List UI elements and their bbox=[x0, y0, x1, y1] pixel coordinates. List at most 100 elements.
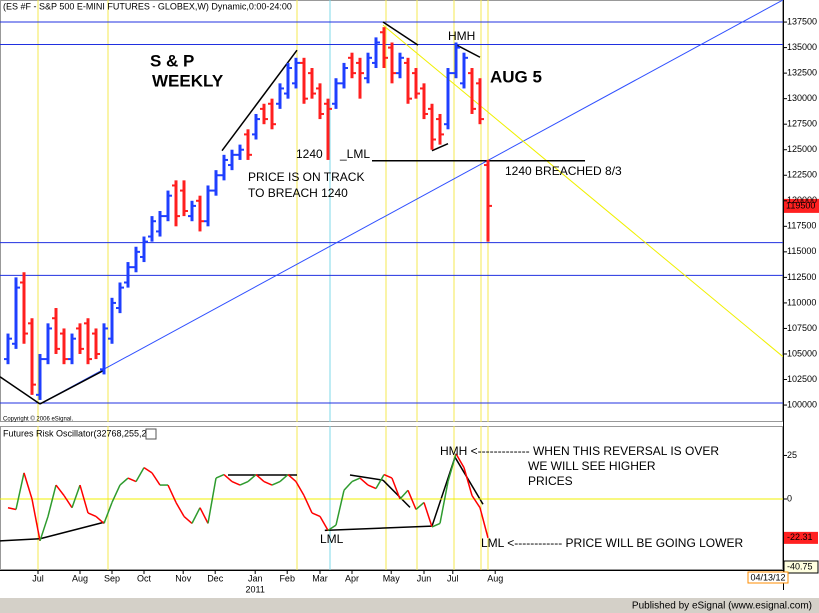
annotation: 1240 BREACHED 8/3 bbox=[505, 164, 622, 178]
oscillator-segment bbox=[151, 472, 161, 486]
y-tick-label: 107500 bbox=[787, 323, 817, 333]
price-plot bbox=[0, 0, 783, 422]
oscillator-segment bbox=[399, 489, 409, 500]
price-panel bbox=[0, 0, 783, 422]
oscillator-segment bbox=[111, 484, 121, 503]
oscillator-segment bbox=[7, 506, 17, 511]
oscillator-segment bbox=[135, 467, 145, 482]
trend-line bbox=[454, 456, 484, 505]
oscillator-segment bbox=[119, 477, 129, 486]
oscillator-segment bbox=[215, 473, 225, 479]
x-tick-label: Dec bbox=[207, 573, 224, 583]
y-tick-label: 137500 bbox=[787, 16, 817, 26]
y-tick-label: 110000 bbox=[787, 297, 816, 307]
y-tick-label: 135000 bbox=[787, 42, 817, 52]
oscillator-segment bbox=[351, 477, 361, 483]
oscillator-segment bbox=[207, 477, 217, 524]
oscillator-segment bbox=[391, 477, 401, 500]
oscillator-panel bbox=[0, 426, 783, 570]
oscillator-segment bbox=[471, 495, 481, 509]
x-tick-label: Nov bbox=[175, 573, 192, 583]
oscillator-segment bbox=[439, 481, 449, 524]
annotation: 1240 bbox=[296, 147, 323, 161]
x-tick-label: Jan bbox=[248, 573, 263, 583]
trend-line bbox=[221, 49, 298, 152]
trend-line bbox=[349, 474, 384, 481]
x-tick-label: Oct bbox=[137, 573, 152, 583]
annotation: _LML bbox=[339, 147, 370, 161]
oscillator-segment bbox=[71, 484, 81, 508]
oscillator-segment bbox=[39, 516, 49, 542]
trend-line bbox=[382, 479, 411, 508]
y-tick-label: 130000 bbox=[787, 93, 817, 103]
footer: Published by eSignal (www.esignal.com) bbox=[632, 601, 812, 612]
oscillator-segment bbox=[367, 484, 377, 490]
chart-title: (ES #F - S&P 500 E-MINI FUTURES - GLOBEX… bbox=[3, 1, 292, 11]
copyright: Copyright © 2006 eSignal. bbox=[3, 416, 73, 423]
y-tick-label: 102500 bbox=[787, 374, 817, 384]
trend-line bbox=[0, 537, 41, 542]
x-tick-label: Apr bbox=[345, 573, 359, 583]
year-label: 2011 bbox=[246, 584, 265, 594]
trend-line bbox=[431, 142, 449, 152]
footer-bar bbox=[0, 598, 819, 613]
x-tick-label: Feb bbox=[279, 573, 295, 583]
oscillator-plot bbox=[0, 426, 783, 570]
oscillator-segment bbox=[447, 453, 457, 482]
y-tick-box bbox=[783, 560, 819, 574]
oscillator-segment bbox=[407, 490, 417, 510]
oscillator-segment bbox=[167, 484, 177, 503]
oscillator-segment bbox=[191, 507, 201, 524]
trend-line bbox=[324, 525, 433, 532]
oscillator-title: Futures Risk Oscillator(32768,255,2) bbox=[3, 428, 150, 438]
trend-line bbox=[0, 376, 41, 405]
oscillator-segment bbox=[383, 473, 393, 479]
last-price-label: 119500 bbox=[786, 200, 815, 210]
y-tick-label: 100000 bbox=[787, 399, 817, 409]
y-tick-label: 115000 bbox=[787, 246, 816, 256]
oscillator-segment bbox=[455, 453, 465, 469]
oscillator-segment bbox=[143, 467, 153, 474]
trend-line bbox=[39, 521, 106, 540]
oscillator-segment bbox=[303, 495, 313, 514]
axis-area: 119500 bbox=[784, 198, 819, 213]
annotation: PRICES bbox=[528, 474, 573, 488]
oscillator-segment bbox=[31, 498, 41, 541]
oscillator-segment bbox=[239, 480, 249, 486]
oscillator-segment bbox=[415, 501, 425, 511]
y-tick-label: 25 bbox=[787, 450, 797, 460]
oscillator-segment bbox=[271, 480, 281, 486]
y-tick-label: 132500 bbox=[787, 67, 817, 77]
y-tick-label: -40.75 bbox=[787, 561, 813, 571]
date-label: 04/13/12 bbox=[750, 572, 785, 582]
annotation: PRICE IS ON TRACK bbox=[248, 170, 364, 184]
annotation: S & P bbox=[150, 51, 194, 70]
annotation: HMH bbox=[448, 29, 475, 43]
oscillator-segment bbox=[463, 467, 473, 496]
oscillator-segment bbox=[63, 495, 73, 509]
annotation: LML bbox=[320, 532, 344, 546]
annotation: LML <------------ PRICE WILL BE GOING LO… bbox=[481, 536, 743, 550]
panel-button bbox=[145, 428, 157, 440]
oscillator-segment bbox=[295, 481, 305, 496]
oscillator-segment bbox=[343, 481, 353, 491]
trend-line bbox=[382, 21, 419, 46]
trend-line bbox=[39, 369, 106, 405]
oscillator-segment bbox=[103, 502, 113, 524]
oscillator-segment bbox=[263, 480, 273, 486]
oscillator-segment bbox=[87, 512, 97, 518]
y-tick-label: 122500 bbox=[787, 170, 817, 180]
y-tick-label: 127500 bbox=[787, 119, 817, 129]
y-tick-label: 120000 bbox=[787, 195, 817, 205]
oscillator-segment bbox=[95, 515, 105, 524]
y-tick-label: 105000 bbox=[787, 348, 817, 358]
oscillator-segment bbox=[23, 472, 33, 500]
last-price-box bbox=[784, 198, 819, 213]
trend-line bbox=[39, 0, 783, 405]
oscillator-segment bbox=[279, 474, 289, 483]
oscillator-segment bbox=[359, 477, 369, 486]
trend-line bbox=[454, 43, 481, 58]
oscillator-segment bbox=[319, 516, 329, 531]
oscillator-segment bbox=[327, 524, 337, 531]
